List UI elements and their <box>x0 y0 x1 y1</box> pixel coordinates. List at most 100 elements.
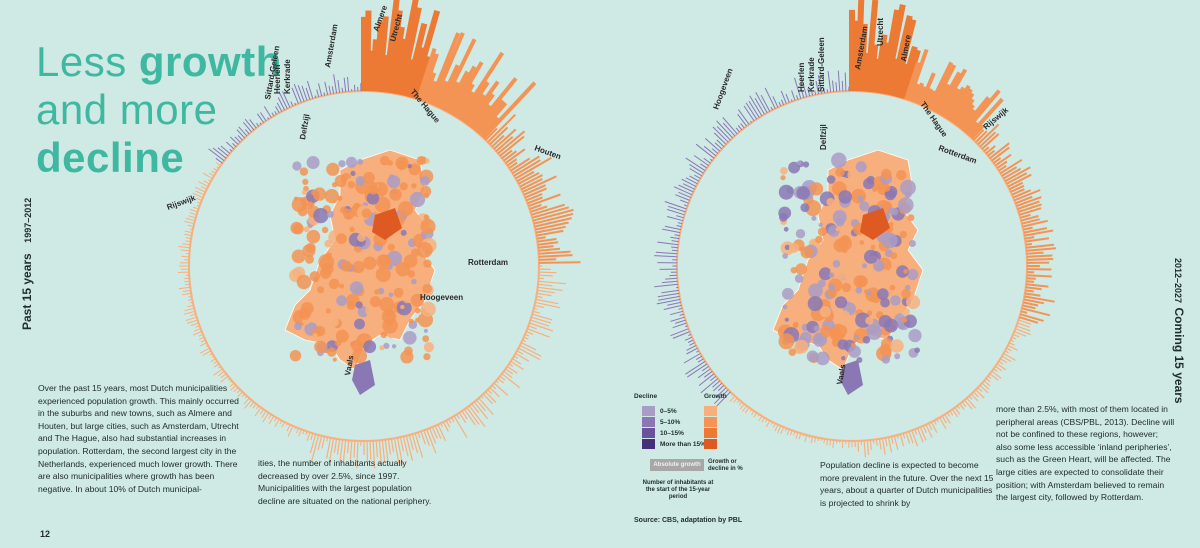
radial-bar <box>922 425 927 434</box>
municipality-patch <box>407 164 412 169</box>
radial-bar <box>187 304 194 308</box>
municipality-patch <box>317 286 325 294</box>
municipality-patch <box>366 192 380 205</box>
radial-bar <box>396 437 404 465</box>
radial-bar <box>693 155 709 167</box>
radial-bar <box>749 120 753 123</box>
radial-bar <box>655 251 678 255</box>
radial-bar <box>994 153 1012 167</box>
radial-bar <box>932 83 951 113</box>
legend-decline-swatch-3 <box>642 428 655 438</box>
municipality-patch <box>788 242 800 253</box>
future-period-years: 2012–2027 <box>1173 258 1183 304</box>
radial-bar <box>431 426 438 439</box>
radial-bar <box>381 439 386 463</box>
radial-bar <box>347 440 350 454</box>
radial-bar <box>921 87 933 107</box>
city-label: Hoogeveen <box>711 67 734 111</box>
radial-bar <box>991 370 1002 379</box>
radial-bar <box>229 380 233 383</box>
legend-range-1: 0–5% <box>660 408 677 415</box>
radial-bar <box>675 194 690 201</box>
radial-bar <box>185 240 191 243</box>
radial-bar <box>905 432 911 444</box>
radial-bar <box>467 93 495 128</box>
radial-bar <box>703 157 711 164</box>
radial-bar <box>259 122 262 125</box>
radial-bar <box>904 61 921 101</box>
radial-bar <box>958 108 976 130</box>
municipality-patch <box>389 188 402 201</box>
municipality-patch <box>810 182 824 196</box>
municipality-patch <box>327 347 337 357</box>
title-line1-bold: growth <box>138 38 282 85</box>
radial-bar <box>944 414 951 424</box>
municipality-patch <box>834 267 847 281</box>
municipality-patch <box>862 263 867 269</box>
radial-bar <box>948 88 973 123</box>
radial-bar <box>285 423 288 426</box>
radial-bar <box>716 139 725 148</box>
title-line1-light: Less <box>36 38 127 85</box>
radial-bar <box>472 77 518 132</box>
radial-bar <box>965 121 979 136</box>
municipality-patch <box>873 260 885 272</box>
radial-bar <box>281 421 286 428</box>
radial-bar <box>209 172 215 177</box>
radial-bar <box>757 414 760 417</box>
radial-bar <box>680 199 689 204</box>
municipality-patch <box>889 284 896 291</box>
radial-bar <box>519 344 542 357</box>
radial-bar <box>1024 292 1041 297</box>
radial-bar <box>744 407 750 414</box>
legend-growth-swatch-3 <box>704 428 717 438</box>
radial-bar <box>471 403 480 414</box>
radial-bar <box>294 102 297 106</box>
radial-bar <box>433 80 449 107</box>
radial-bar <box>753 412 758 418</box>
municipality-patch <box>291 197 307 213</box>
radial-bar <box>525 193 543 202</box>
radial-bar <box>238 126 248 137</box>
radial-bar <box>188 295 192 298</box>
radial-bar <box>1006 347 1012 352</box>
radial-bar <box>1001 166 1018 177</box>
municipality-patch <box>328 278 340 290</box>
radial-bar <box>1013 189 1041 202</box>
radial-bar <box>244 399 252 409</box>
radial-bar <box>536 292 552 297</box>
radial-bar <box>460 81 490 123</box>
radial-bar <box>188 215 196 219</box>
radial-bar <box>326 437 329 442</box>
radial-bar <box>387 439 392 455</box>
radial-bar <box>912 82 925 104</box>
radial-bar <box>506 158 518 167</box>
radial-bar <box>342 439 347 462</box>
radial-bar <box>192 206 199 210</box>
radial-bar <box>800 86 805 98</box>
municipality-patch <box>369 181 378 191</box>
radial-bar <box>891 18 917 97</box>
radial-bar <box>305 431 308 436</box>
municipality-patch <box>352 348 367 364</box>
radial-bar <box>736 399 740 404</box>
municipality-patch <box>395 156 409 170</box>
radial-bar <box>301 85 308 101</box>
radial-bar <box>505 148 526 164</box>
radial-bar <box>244 118 255 131</box>
radial-bar <box>411 434 419 454</box>
radial-bar <box>489 387 500 398</box>
radial-bar <box>722 117 738 135</box>
radial-bar <box>899 434 905 447</box>
municipality-patch <box>795 229 806 239</box>
radial-bar <box>794 77 802 99</box>
municipality-patch <box>877 288 889 300</box>
radial-bar <box>529 203 542 210</box>
radial-bar <box>1018 319 1032 325</box>
radial-bar <box>527 328 550 338</box>
radial-bar <box>184 307 195 312</box>
radial-bar <box>197 201 201 204</box>
radial-bar <box>785 93 790 103</box>
